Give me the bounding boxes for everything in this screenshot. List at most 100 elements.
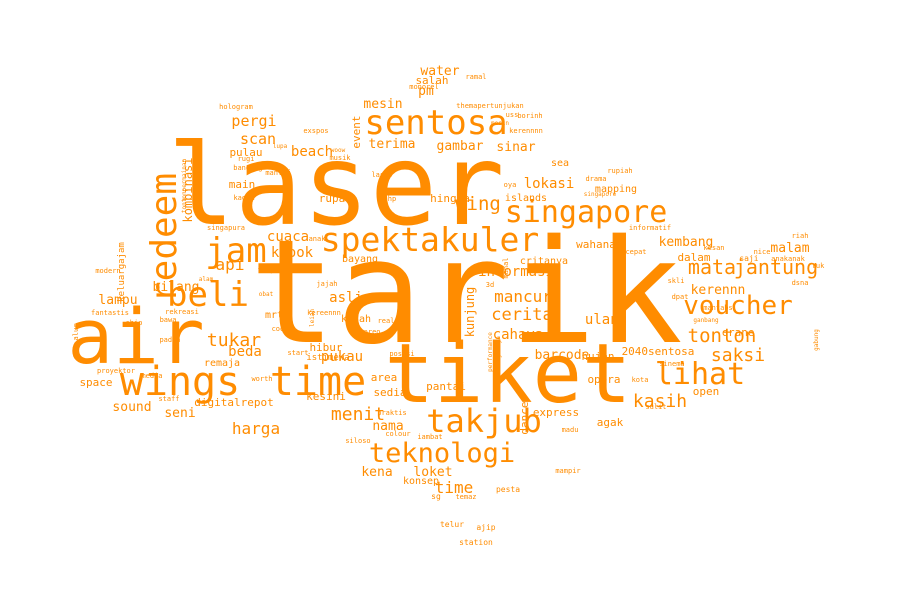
cloud-word: real	[378, 317, 395, 325]
cloud-word: remaja	[204, 358, 240, 369]
cloud-word: kesini	[306, 390, 346, 403]
cloud-word: kerennnn	[509, 127, 543, 135]
cloud-word: redeem	[144, 173, 185, 303]
cloud-word: crane	[721, 326, 754, 339]
cloud-word: kasih	[633, 391, 687, 412]
cloud-word: borinh	[517, 112, 542, 120]
cloud-word: kerennn	[691, 283, 746, 298]
cloud-word: wings	[120, 359, 240, 405]
cloud-word: tarik	[249, 208, 682, 376]
cloud-word: sedia	[373, 386, 406, 399]
cloud-word: saksi	[711, 345, 765, 366]
cloud-word: kembang	[659, 235, 714, 250]
cloud-word: kunjung	[463, 287, 477, 338]
cloud-word: pulau	[229, 146, 262, 159]
cloud-word: takjub	[426, 402, 542, 440]
cloud-word: ulang	[585, 312, 627, 328]
cloud-word: hingga	[430, 192, 470, 205]
cloud-word: woow	[331, 147, 346, 154]
cloud-word: modern	[95, 267, 120, 275]
cloud-word: dance	[518, 401, 531, 434]
cloud-word: tuk	[812, 262, 825, 270]
cloud-word: tiket	[385, 327, 632, 422]
cloud-word: padan	[159, 336, 180, 344]
cloud-word: water	[420, 64, 459, 79]
cloud-word: anakanak	[771, 255, 806, 263]
cloud-word: bayang	[342, 254, 378, 265]
cloud-word: oya	[504, 181, 517, 189]
cloud-word: keluargajam	[117, 242, 127, 302]
cloud-word: cuaca	[267, 229, 309, 245]
cloud-word: colour	[385, 430, 410, 438]
cloud-word: tukar	[207, 330, 261, 351]
cloud-word: gabung	[813, 329, 820, 351]
cloud-word: event	[350, 115, 363, 148]
cloud-word: lases	[371, 171, 392, 179]
cloud-word: siloso	[345, 437, 370, 445]
cloud-word: klook	[271, 245, 314, 261]
cloud-word: ganbang	[693, 317, 719, 324]
cloud-word: obat	[259, 291, 274, 298]
cloud-word: bilang	[153, 280, 200, 295]
cloud-word: tontonpermainan	[181, 159, 188, 214]
cloud-word: mrt	[265, 310, 283, 321]
cloud-word: musik	[329, 154, 351, 162]
cloud-word: kota	[632, 376, 649, 384]
cloud-word: kereennn	[307, 309, 341, 317]
cloud-word: digitalrepot	[194, 396, 273, 409]
cloud-word: ajip	[476, 523, 495, 532]
cloud-word: mantef	[265, 169, 290, 177]
cloud-word: rupa	[319, 192, 346, 205]
cloud-word: madu	[562, 426, 579, 434]
cloud-word: worth	[251, 375, 272, 383]
cloud-word: informasi	[478, 264, 554, 280]
cloud-word: pm	[418, 84, 434, 99]
cloud-word: laser	[167, 121, 504, 251]
cloud-word: opera	[587, 373, 620, 386]
cloud-word: bawa	[160, 316, 177, 324]
cloud-word: fantastis	[91, 309, 129, 317]
cloud-word: harga	[232, 419, 280, 438]
cloud-word: pantai	[426, 380, 466, 393]
cloud-word: anak	[309, 235, 327, 243]
cloud-word: menit	[331, 404, 385, 425]
cloud-word: informatif	[629, 224, 671, 232]
cloud-word: exspos	[303, 127, 328, 135]
cloud-word: open	[693, 385, 720, 398]
cloud-word: space	[79, 376, 112, 389]
cloud-word: konsep	[403, 476, 439, 487]
cloud-word: beda	[228, 344, 262, 360]
cloud-word: performance	[487, 332, 494, 372]
cloud-word: gambar	[437, 139, 484, 154]
cloud-word: scan	[240, 130, 276, 148]
cloud-word: kagum	[233, 194, 254, 202]
cloud-word: saji	[739, 254, 758, 263]
cloud-word: 2040sentosa	[622, 345, 695, 358]
cloud-word: hp	[388, 195, 396, 203]
cloud-word: wahana	[576, 238, 616, 251]
cloud-word: proyektor	[97, 367, 135, 375]
cloud-word: kisah	[341, 314, 371, 325]
cloud-word: leiah	[309, 309, 316, 327]
cloud-word: mahal	[502, 257, 510, 278]
cloud-word: barcode	[535, 348, 590, 363]
cloud-word: sinema	[659, 360, 684, 368]
cloud-word: istimewa	[306, 353, 349, 363]
cloud-word: banding	[233, 164, 263, 172]
cloud-word: lihat	[655, 357, 745, 392]
cloud-word: wing	[455, 193, 501, 215]
cloud-word: singapura	[207, 224, 245, 232]
cloud-word: praktis	[377, 409, 407, 417]
cloud-word: lokasi	[524, 176, 575, 192]
cloud-word: drama	[585, 175, 606, 183]
cloud-word: hujan	[581, 350, 614, 363]
cloud-word: staff	[158, 395, 179, 403]
cloud-word: sulit	[645, 403, 666, 411]
cloud-word: rugi	[238, 155, 255, 163]
cloud-word: main	[229, 178, 256, 191]
cloud-word: sg	[431, 492, 441, 501]
cloud-word: seni	[164, 406, 195, 421]
cloud-word: api	[216, 255, 245, 274]
cloud-word: telur	[440, 520, 464, 529]
